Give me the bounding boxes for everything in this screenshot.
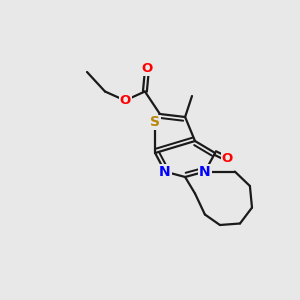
Text: O: O bbox=[141, 62, 153, 76]
Text: N: N bbox=[159, 165, 171, 178]
Text: O: O bbox=[119, 94, 131, 107]
Text: S: S bbox=[150, 116, 160, 129]
Text: O: O bbox=[222, 152, 233, 166]
Text: N: N bbox=[199, 165, 211, 178]
